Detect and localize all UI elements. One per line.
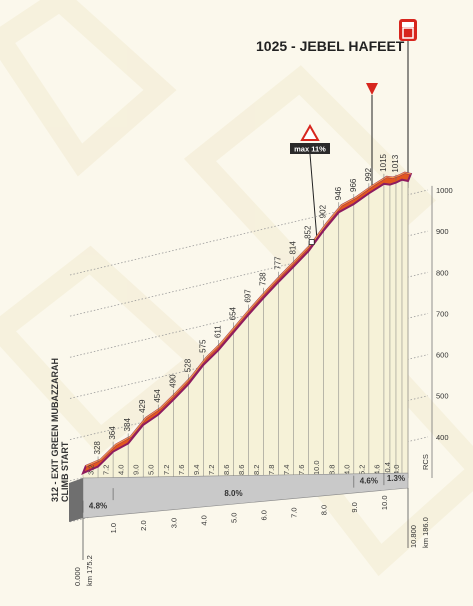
altitude-label: 328: [93, 441, 102, 455]
max-gradient-label: max 11%: [294, 145, 326, 154]
altitude-label: 966: [349, 178, 358, 192]
segment-gradient-label: 7.2: [102, 465, 111, 475]
segment-gradient-label: 4.0: [392, 465, 401, 475]
max-gradient-point: [308, 239, 315, 245]
segment-gradient-label: 7.8: [267, 465, 276, 475]
km-tick-label: 8.0: [320, 505, 329, 515]
altitude-label: 814: [289, 241, 298, 255]
rcs-logo-text: RCS: [421, 454, 430, 470]
summit-title: 1025 - JEBEL HAFEET: [256, 38, 405, 54]
km-tick-label: 3.0: [169, 518, 178, 528]
segment-gradient-label: 10.0: [312, 460, 321, 475]
altitude-label: 490: [168, 374, 177, 388]
segment-gradient-label: 7.6: [297, 465, 306, 475]
altitude-axis-tick: 900: [436, 227, 449, 236]
segment-gradient-label: 7.4: [282, 465, 291, 475]
finish-marker: [399, 19, 417, 188]
altitude-label: 454: [153, 389, 162, 403]
altitude-label: 364: [108, 426, 117, 440]
altitude-label: 992: [364, 167, 373, 181]
km-tick-label: 4.0: [199, 515, 208, 525]
altitude-label: 611: [213, 325, 222, 338]
altitude-label: 1015: [379, 153, 388, 171]
average-gradient-label: 4.8%: [89, 502, 107, 511]
average-gradient-label: 8.0%: [224, 489, 242, 498]
km-tick-label: 6.0: [260, 510, 269, 520]
km-tick-label: 9.0: [350, 502, 359, 512]
altitude-axis-tick: 400: [436, 433, 449, 442]
segment-gradient-label: 3.2: [87, 465, 96, 475]
km-tick-label: 10.0: [380, 495, 389, 510]
end-km-race: km 186.0: [421, 517, 430, 548]
km-tick-label: 2.0: [139, 520, 148, 530]
gradient-band-side: [69, 478, 83, 522]
altitude-label: 777: [274, 256, 283, 270]
km-tick-label: 5.0: [229, 513, 238, 523]
altitude-label: 946: [334, 186, 343, 200]
segment-gradient-label: 4.0: [117, 465, 126, 475]
segment-gradient-label: 7.2: [162, 465, 171, 475]
start-km-race: km 175.2: [85, 555, 94, 586]
end-km-distance: 10.800: [409, 525, 418, 548]
altitude-label: 697: [244, 289, 253, 303]
start-labels: 312 - EXIT GREEN MUBAZZARAH CLIMB START …: [50, 358, 94, 586]
segment-gradient-label: 8.8: [327, 465, 336, 475]
segment-gradient-label: 5.2: [357, 465, 366, 475]
segment-gradient-label: 7.6: [177, 465, 186, 475]
km-tick-label: 1.0: [109, 523, 118, 533]
climb-start-name: 312 - EXIT GREEN MUBAZZARAH: [50, 358, 60, 502]
segment-gradient-label: 8.6: [237, 465, 246, 475]
segment-gradient-label: 5.0: [147, 465, 156, 475]
segment-gradient-label: 9.4: [192, 465, 201, 475]
segment-gradient-label: 4.0: [342, 465, 351, 475]
altitude-label: 738: [259, 272, 268, 286]
altitude-axis-tick: 1000: [436, 186, 453, 195]
segment-gradient-label: -0.4: [383, 462, 392, 475]
altitude-label: 384: [123, 418, 132, 432]
altitude-axis-tick: 600: [436, 351, 449, 360]
segment-gradient-label: 9.0: [132, 465, 141, 475]
altitude-axis-tick: 700: [436, 309, 449, 318]
km-tick-label: 7.0: [290, 507, 299, 517]
altitude-label: 429: [138, 399, 147, 413]
average-gradient-label: 4.6%: [360, 477, 378, 486]
segment-gradient-label: 7.2: [207, 465, 216, 475]
altitude-label: 528: [183, 358, 192, 372]
altitude-label: 575: [198, 339, 207, 353]
end-labels: 10.800 km 186.0 RCS: [409, 454, 430, 548]
altitude-label: 902: [319, 204, 328, 218]
segment-gradient-label: 4.6: [372, 465, 381, 475]
altitude-axis-tick: 800: [436, 268, 449, 277]
segment-gradient-label: 8.2: [252, 465, 261, 475]
warning-triangle-icon: [300, 123, 320, 141]
altitude-axis-tick: 500: [436, 392, 449, 401]
plot-area: 328 364 384 429 454 490 528 575 611 654 697 738 777 8…: [69, 153, 453, 560]
altitude-label: 852: [304, 225, 313, 239]
altitude-label: 654: [228, 306, 237, 320]
climb-start-sublabel: CLIMB START: [60, 441, 70, 502]
altitude-label: 1013: [391, 154, 400, 172]
average-gradient-label: 1.3%: [387, 474, 405, 483]
red-triangle-icon: [366, 83, 378, 95]
profile-ribbon-highlight: [85, 172, 411, 467]
start-km-distance: 0.000: [73, 567, 82, 586]
segment-gradient-label: 8.6: [222, 465, 231, 475]
